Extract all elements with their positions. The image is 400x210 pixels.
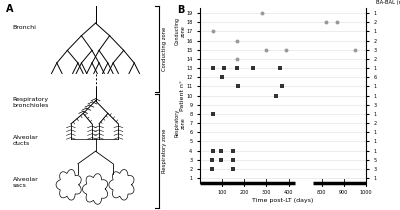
Point — [352, 48, 358, 51]
Point — [273, 94, 280, 97]
X-axis label: Time post-LT (days): Time post-LT (days) — [252, 198, 314, 203]
Text: Respiratory
bronchioles: Respiratory bronchioles — [13, 97, 49, 108]
Point — [334, 21, 340, 24]
Point — [263, 48, 270, 51]
Point — [230, 158, 236, 161]
Point — [230, 167, 236, 171]
Point — [210, 112, 216, 116]
Point — [209, 167, 215, 171]
Point — [218, 149, 224, 152]
Text: Alveolar
ducts: Alveolar ducts — [13, 135, 38, 146]
Point — [279, 85, 285, 88]
Point — [210, 66, 216, 70]
Point — [219, 76, 225, 79]
Y-axis label: Patient n°: Patient n° — [180, 80, 185, 111]
Point — [233, 39, 240, 42]
Point — [259, 11, 265, 15]
Text: Alveolar
sacs: Alveolar sacs — [13, 177, 38, 188]
Text: Respiratory zone: Respiratory zone — [162, 129, 168, 173]
Point — [323, 21, 329, 24]
Text: A: A — [6, 4, 13, 14]
Point — [250, 66, 256, 70]
Point — [221, 66, 228, 70]
Text: Pairs of
BA-BAL (n=): Pairs of BA-BAL (n=) — [376, 0, 400, 5]
Point — [218, 158, 224, 161]
Point — [276, 66, 283, 70]
Text: Conducting zone: Conducting zone — [162, 27, 168, 71]
Text: Respiratory
zone: Respiratory zone — [175, 109, 186, 137]
Point — [283, 48, 290, 51]
Point — [233, 57, 240, 60]
Point — [230, 149, 236, 152]
Point — [210, 149, 216, 152]
Point — [234, 85, 241, 88]
Point — [233, 66, 240, 70]
Text: B: B — [177, 5, 184, 15]
Text: Bronchi: Bronchi — [13, 25, 37, 30]
Point — [209, 158, 215, 161]
Text: Conducting
zone: Conducting zone — [175, 17, 186, 45]
Point — [210, 30, 216, 33]
